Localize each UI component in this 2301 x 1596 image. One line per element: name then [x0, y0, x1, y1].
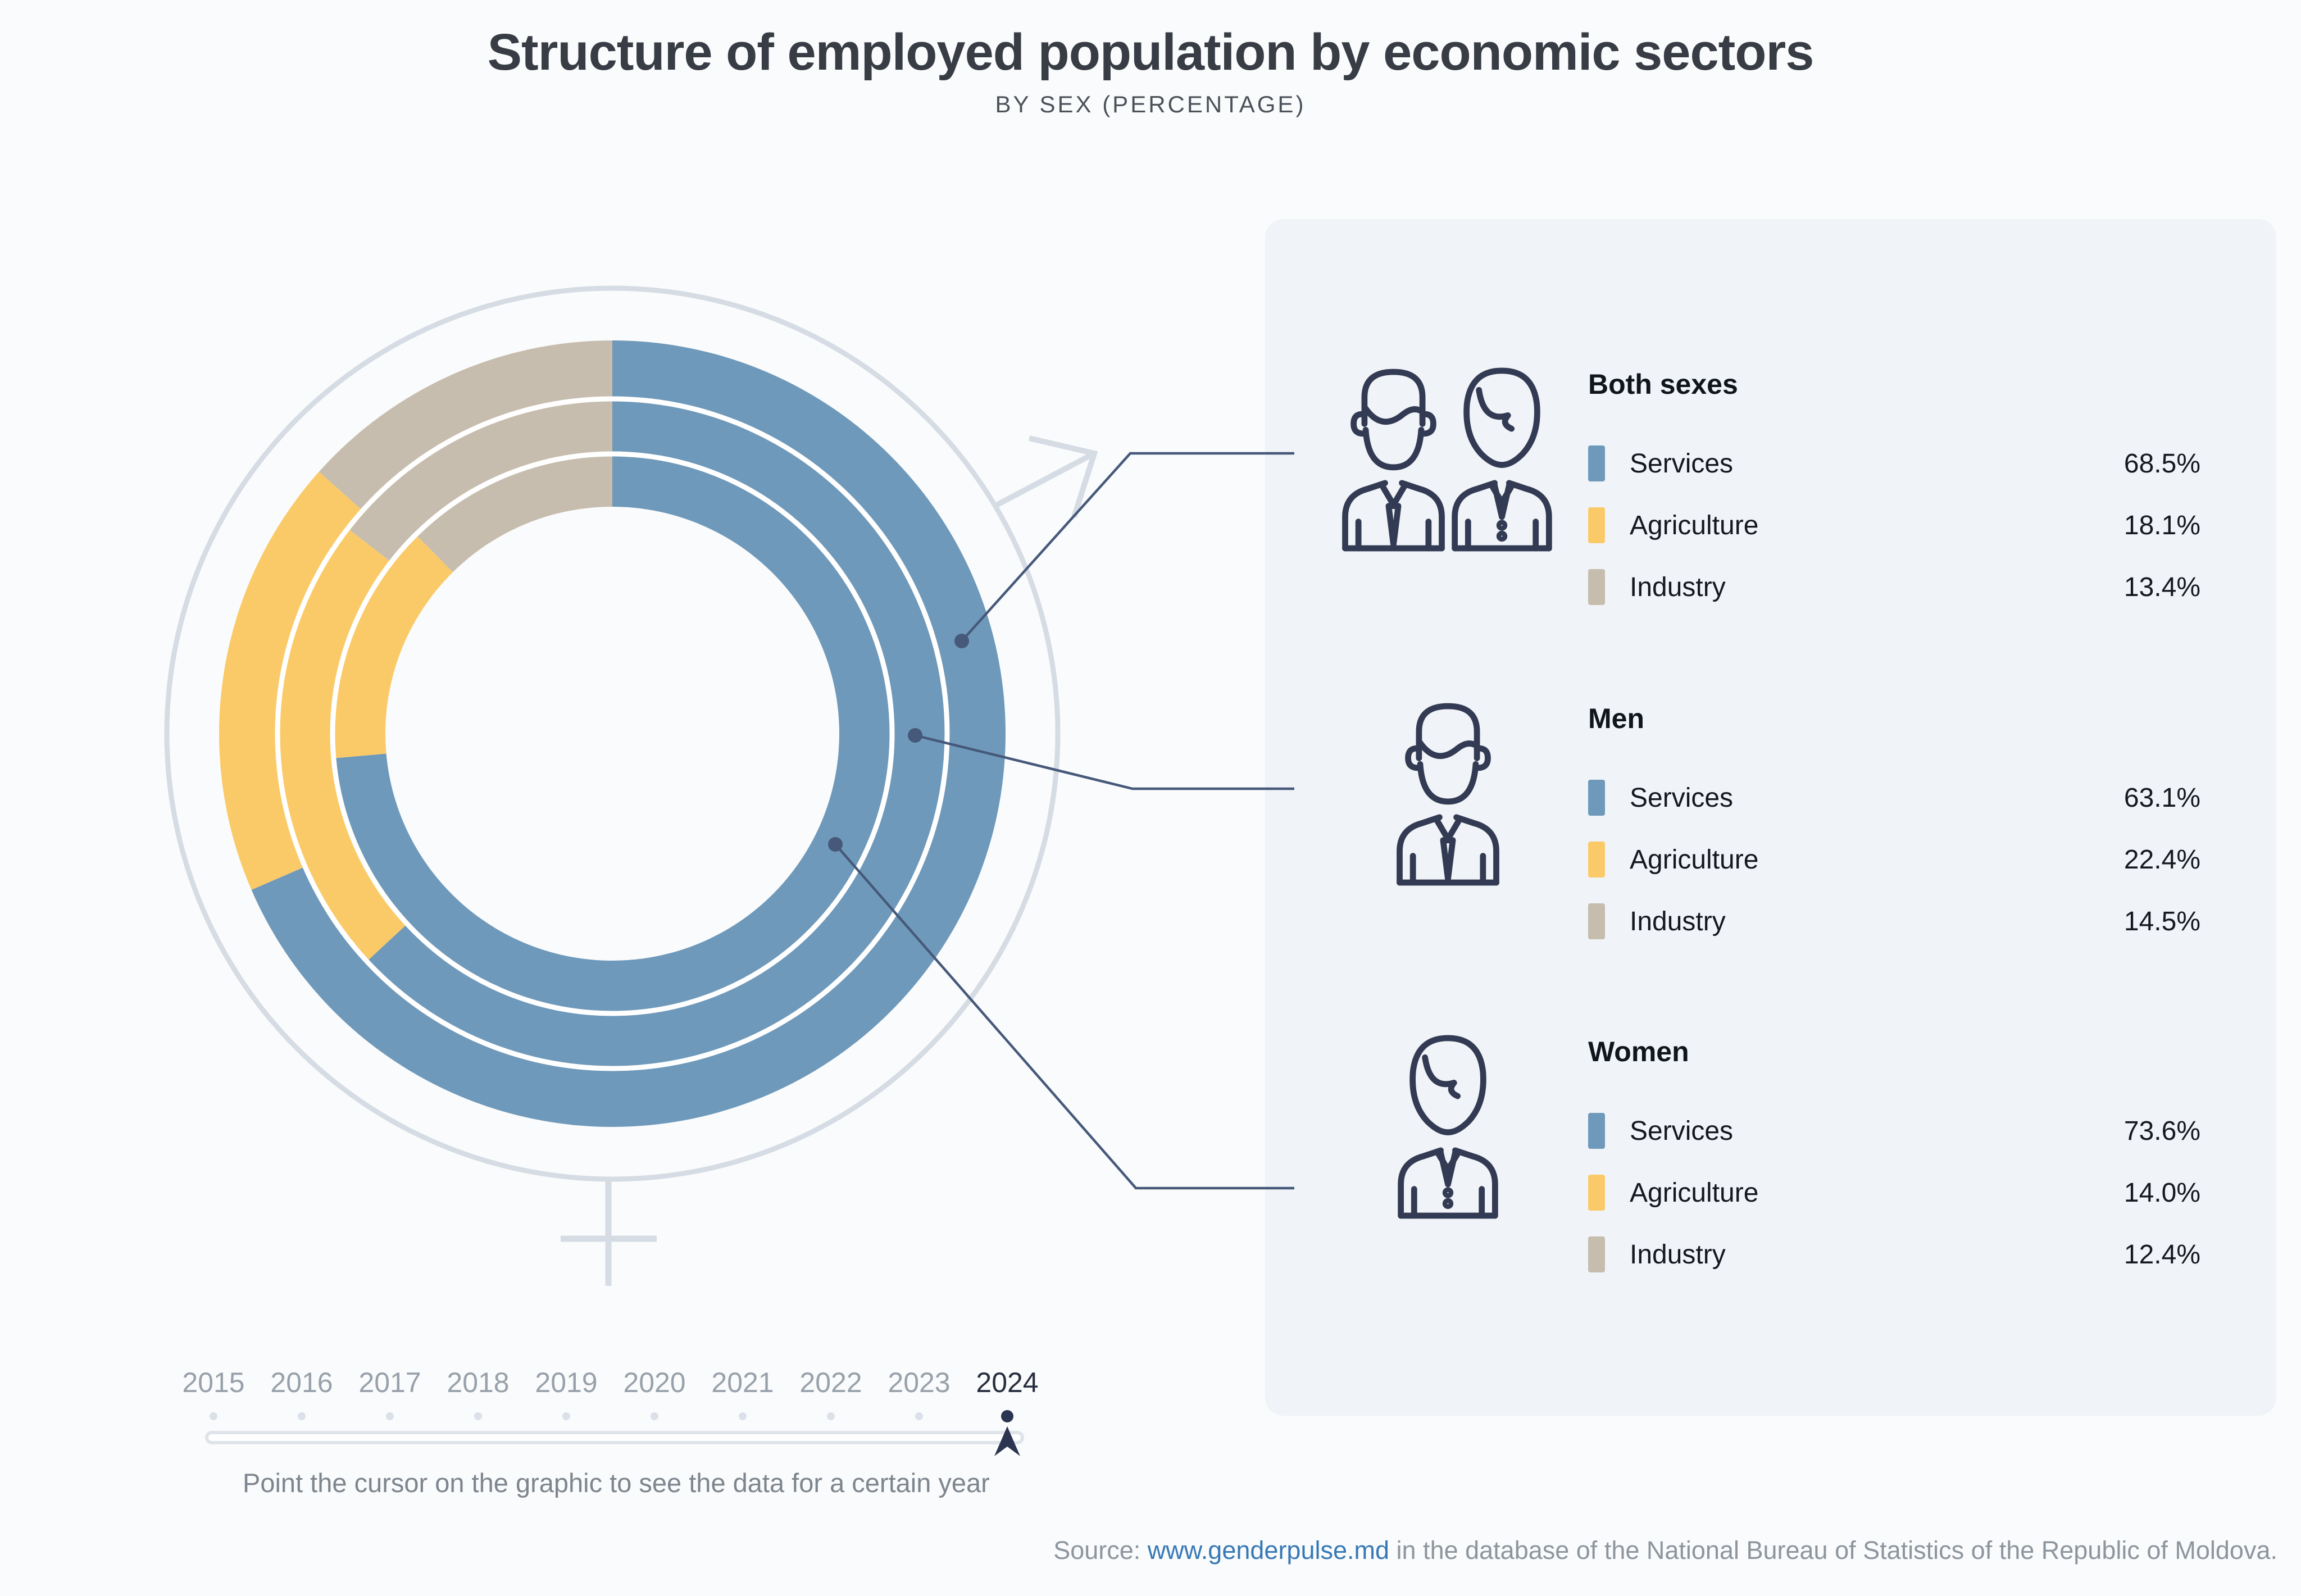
group-heading: Both sexes — [1588, 369, 1738, 400]
slider-cursor-icon[interactable] — [990, 1424, 1024, 1459]
group-heading: Men — [1588, 703, 1644, 734]
industry-swatch — [1588, 1236, 1605, 1272]
year-label-2019[interactable]: 2019 — [535, 1367, 598, 1398]
agriculture-swatch — [1588, 1175, 1605, 1211]
year-label-2021[interactable]: 2021 — [711, 1367, 774, 1398]
year-label-2022[interactable]: 2022 — [799, 1367, 862, 1398]
page-subtitle: BY SEX (PERCENTAGE) — [995, 91, 1306, 117]
year-dot-2020 — [651, 1412, 658, 1420]
sector-value: 18.1% — [2123, 510, 2200, 540]
source-link[interactable]: www.genderpulse.md — [1147, 1536, 1390, 1565]
industry-swatch — [1588, 569, 1605, 605]
sector-value: 22.4% — [2123, 844, 2200, 875]
services-swatch — [1588, 780, 1605, 816]
page-title: Structure of employed population by econ… — [487, 24, 1815, 81]
legend-row: Industry 13.4% — [1588, 568, 2200, 606]
year-dot-2022 — [827, 1412, 835, 1420]
year-label-2023[interactable]: 2023 — [888, 1367, 951, 1398]
services-swatch — [1588, 1113, 1605, 1149]
legend-row: Services 68.5% — [1588, 444, 2200, 483]
sector-label: Industry — [1630, 906, 1726, 936]
legend-row: Industry 14.5% — [1588, 902, 2200, 940]
year-label-2024[interactable]: 2024 — [976, 1367, 1039, 1398]
sector-label: Services — [1630, 783, 1734, 813]
male-symbol-arrow-icon — [995, 435, 1098, 518]
men-icon-block — [1318, 695, 1577, 893]
female-symbol-cross-icon — [561, 1178, 657, 1286]
sector-label: Agriculture — [1630, 844, 1759, 875]
year-label-2017[interactable]: 2017 — [358, 1367, 421, 1398]
year-label-2018[interactable]: 2018 — [447, 1367, 510, 1398]
legend-panel: Both sexes Services 68.5% Agriculture 18… — [1265, 219, 2276, 1416]
sector-label: Industry — [1630, 1239, 1726, 1270]
leader-line-both-sexes — [954, 452, 1294, 648]
legend-row: Services 63.1% — [1588, 779, 2200, 817]
segment-agriculture[interactable] — [219, 471, 361, 890]
both-sexes-icons — [1318, 361, 1577, 559]
legend-row: Agriculture 14.0% — [1588, 1174, 2200, 1212]
year-dot-2019 — [562, 1412, 570, 1420]
year-dot-2018 — [474, 1412, 482, 1420]
sector-label: Industry — [1630, 572, 1726, 602]
woman-icon — [1441, 363, 1562, 557]
sector-value: 68.5% — [2123, 448, 2200, 479]
man-icon — [1388, 698, 1508, 891]
legend-row: Industry 12.4% — [1588, 1235, 2200, 1274]
slider-track[interactable] — [205, 1431, 1024, 1444]
source-prefix: Source: — [1053, 1536, 1148, 1565]
header: Structure of employed population by econ… — [0, 21, 2301, 118]
sector-label: Agriculture — [1630, 1177, 1759, 1208]
sector-label: Services — [1630, 1116, 1734, 1146]
sector-value: 14.5% — [2123, 906, 2200, 936]
agriculture-swatch — [1588, 842, 1605, 877]
agriculture-swatch — [1588, 507, 1605, 543]
sector-value: 14.0% — [2123, 1177, 2200, 1208]
women-icon-block — [1318, 1029, 1577, 1226]
sector-value: 73.6% — [2123, 1116, 2200, 1146]
slider-hint: Point the cursor on the graphic to see t… — [243, 1468, 990, 1498]
sector-value: 13.4% — [2123, 572, 2200, 602]
industry-swatch — [1588, 903, 1605, 939]
legend-row: Services 73.6% — [1588, 1112, 2200, 1150]
sector-label: Services — [1630, 448, 1734, 479]
source-suffix: in the database of the National Bureau o… — [1389, 1536, 2277, 1565]
year-dot-2023 — [915, 1412, 923, 1420]
sector-value: 63.1% — [2123, 783, 2200, 813]
group-heading: Women — [1588, 1036, 1689, 1067]
man-icon — [1333, 363, 1454, 557]
sector-value: 12.4% — [2123, 1239, 2200, 1270]
year-dot-2015 — [210, 1412, 217, 1420]
year-label-2020[interactable]: 2020 — [623, 1367, 686, 1398]
source-line: Source: www.genderpulse.md in the databa… — [1053, 1536, 2277, 1565]
year-dot-2024 — [1001, 1410, 1013, 1422]
year-label-2016[interactable]: 2016 — [270, 1367, 333, 1398]
services-swatch — [1588, 445, 1605, 481]
year-label-2015[interactable]: 2015 — [182, 1367, 245, 1398]
legend-row: Agriculture 22.4% — [1588, 840, 2200, 879]
donut-ring-women[interactable] — [335, 456, 890, 1011]
year-dot-2017 — [386, 1412, 394, 1420]
legend-row: Agriculture 18.1% — [1588, 506, 2200, 544]
woman-icon — [1388, 1031, 1508, 1224]
sector-label: Agriculture — [1630, 510, 1759, 540]
year-dot-2016 — [298, 1412, 306, 1420]
year-dot-2021 — [739, 1412, 747, 1420]
